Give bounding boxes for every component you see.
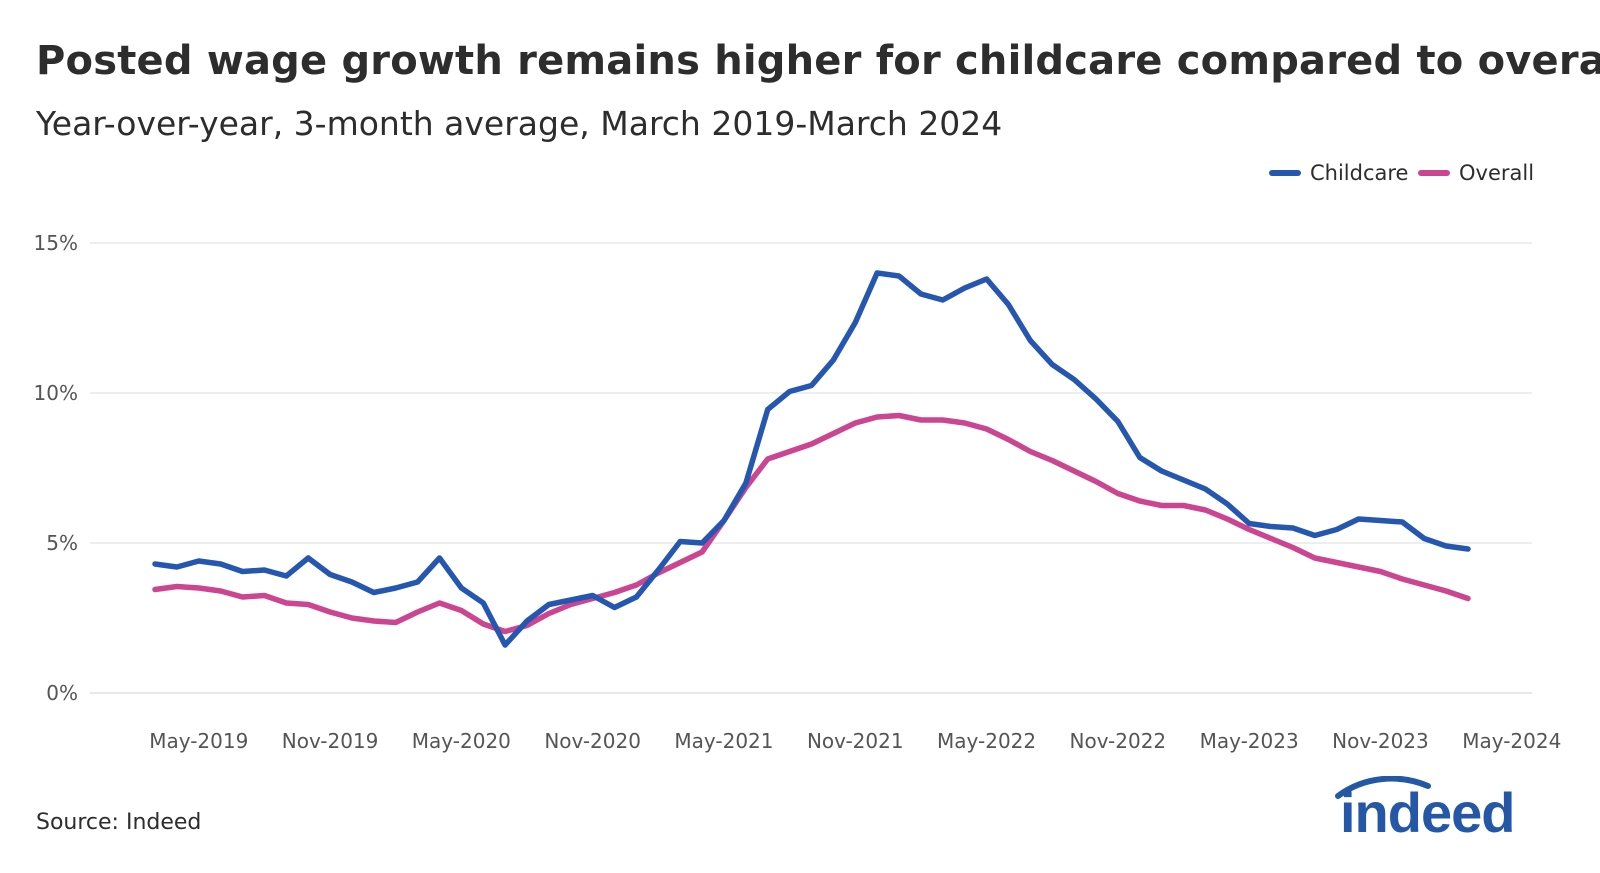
- y-tick-label: 0%: [46, 681, 78, 705]
- x-tick-label: May-2022: [937, 729, 1036, 753]
- x-tick-label: May-2021: [674, 729, 773, 753]
- chart-subtitle: Year-over-year, 3-month average, March 2…: [36, 104, 1003, 143]
- x-tick-label: May-2023: [1200, 729, 1299, 753]
- x-tick-label: May-2019: [149, 729, 248, 753]
- series-line-childcare: [152, 270, 1471, 648]
- y-tick-label: 10%: [34, 381, 78, 405]
- x-tick-label: May-2024: [1462, 729, 1561, 753]
- x-tick-label: Nov-2021: [807, 729, 904, 753]
- legend-label-overall: Overall: [1459, 161, 1534, 185]
- legend-label-childcare: Childcare: [1310, 161, 1408, 185]
- x-tick-label: Nov-2022: [1070, 729, 1167, 753]
- x-tick-label: Nov-2019: [282, 729, 379, 753]
- y-tick-label: 5%: [46, 531, 78, 555]
- source-note: Source: Indeed: [36, 810, 202, 835]
- indeed-logo: indeed: [1320, 775, 1540, 844]
- series-line-overall: [152, 412, 1471, 635]
- y-tick-label: 15%: [34, 231, 78, 255]
- x-tick-label: Nov-2023: [1332, 729, 1429, 753]
- svg-text:indeed: indeed: [1340, 781, 1514, 840]
- chart-title: Posted wage growth remains higher for ch…: [36, 38, 1600, 84]
- x-tick-label: May-2020: [412, 729, 511, 753]
- x-tick-label: Nov-2020: [544, 729, 641, 753]
